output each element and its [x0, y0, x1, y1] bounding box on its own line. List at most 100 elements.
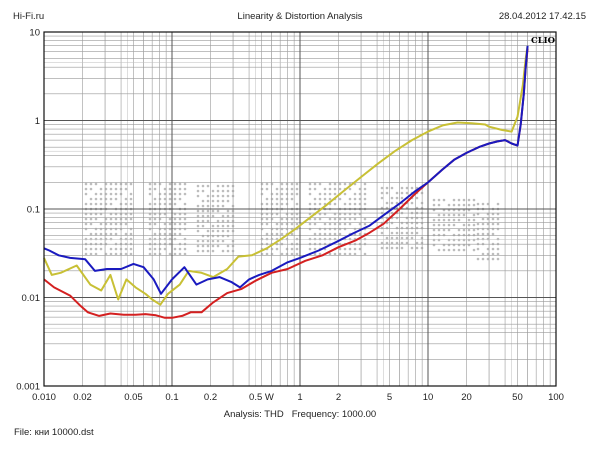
watermark-dot	[196, 184, 200, 188]
watermark-dot	[318, 227, 322, 231]
watermark-dot	[173, 192, 177, 196]
watermark-dot	[109, 197, 113, 201]
watermark-dot	[153, 252, 157, 256]
watermark-dot	[353, 247, 357, 251]
watermark-dot	[158, 232, 162, 236]
watermark-dot	[99, 227, 103, 231]
watermark-dot	[295, 252, 299, 256]
watermark-dot	[447, 223, 451, 227]
watermark-dot	[467, 238, 471, 242]
watermark-dot	[395, 236, 399, 240]
watermark-dot	[221, 219, 225, 223]
watermark-dot	[415, 231, 419, 235]
watermark-dot	[380, 191, 384, 195]
watermark-dot	[265, 197, 269, 201]
watermark-dot	[265, 222, 269, 226]
watermark-dot	[221, 199, 225, 203]
watermark-dot	[338, 247, 342, 251]
watermark-dot	[410, 216, 414, 220]
y-tick-label: 0.001	[16, 382, 40, 393]
watermark-dot	[168, 222, 172, 226]
watermark-dot	[183, 182, 187, 186]
watermark-dot	[491, 217, 495, 221]
watermark-dot	[148, 202, 152, 206]
watermark-dot	[270, 217, 274, 221]
watermark-dot	[343, 252, 347, 256]
watermark-dot	[390, 236, 394, 240]
major-gridlines	[44, 32, 556, 386]
watermark-dot	[318, 197, 322, 201]
clio-badge: CLIO	[531, 36, 556, 46]
watermark-dot	[183, 252, 187, 256]
watermark-dot	[270, 182, 274, 186]
watermark-dot	[148, 222, 152, 226]
watermark-dot	[437, 238, 441, 242]
watermark-dot	[260, 252, 264, 256]
watermark-dot	[196, 239, 200, 243]
watermark-dot	[457, 228, 461, 232]
watermark-dot	[99, 187, 103, 191]
x-tick-label: 20	[461, 392, 472, 403]
watermark-dot	[437, 213, 441, 217]
watermark-dot	[313, 187, 317, 191]
watermark-dot	[183, 187, 187, 191]
watermark-dot	[221, 184, 225, 188]
watermark-dot	[437, 228, 441, 232]
watermark-dot	[94, 182, 98, 186]
watermark-dot	[472, 203, 476, 207]
watermark-dot	[206, 209, 210, 213]
watermark-dot	[410, 236, 414, 240]
watermark-dot	[496, 252, 500, 256]
watermark-dot	[114, 217, 118, 221]
watermark-dot	[457, 248, 461, 252]
x-tick-label: 0.05	[124, 392, 143, 403]
watermark-dot	[173, 182, 177, 186]
watermark-dot	[462, 213, 466, 217]
watermark-dot	[178, 197, 182, 201]
watermark-dot	[290, 222, 294, 226]
watermark-dot	[109, 192, 113, 196]
plot-frame	[43, 31, 557, 387]
watermark-dot	[496, 257, 500, 261]
watermark-dot	[476, 202, 480, 206]
watermark-dot	[221, 204, 225, 208]
watermark-dot	[380, 246, 384, 250]
watermark-dot	[358, 222, 362, 226]
watermark-dot	[265, 252, 269, 256]
watermark-dot	[163, 192, 167, 196]
watermark-dot	[196, 244, 200, 248]
watermark-dot	[94, 252, 98, 256]
watermark-dot	[323, 187, 327, 191]
watermark-dot	[390, 186, 394, 190]
watermark-dot	[353, 252, 357, 256]
watermark-dot	[109, 232, 113, 236]
watermark-dot	[206, 194, 210, 198]
watermark-dot	[178, 212, 182, 216]
watermark-dot	[348, 222, 352, 226]
y-tick-label: 10	[29, 28, 40, 39]
watermark-dot	[129, 202, 133, 206]
watermark-dot	[275, 222, 279, 226]
watermark-dot	[295, 222, 299, 226]
watermark-dot	[358, 232, 362, 236]
watermark-dot	[158, 202, 162, 206]
watermark-dot	[173, 197, 177, 201]
watermark-dot	[363, 222, 367, 226]
watermark-dot	[168, 197, 172, 201]
watermark-dot	[124, 252, 128, 256]
watermark-dot	[163, 202, 167, 206]
x-tick-label: 0.010	[32, 392, 56, 403]
watermark-dot	[221, 234, 225, 238]
watermark-dot	[206, 184, 210, 188]
watermark-dot	[447, 228, 451, 232]
watermark-dot	[183, 227, 187, 231]
watermark-dot	[206, 239, 210, 243]
watermark-dot	[333, 192, 337, 196]
watermark-dot	[89, 182, 93, 186]
watermark-dot	[168, 252, 172, 256]
watermark-dot	[442, 218, 446, 222]
watermark-dot	[308, 222, 312, 226]
watermark-dot	[358, 197, 362, 201]
watermark-dot	[270, 197, 274, 201]
watermark-dot	[348, 212, 352, 216]
